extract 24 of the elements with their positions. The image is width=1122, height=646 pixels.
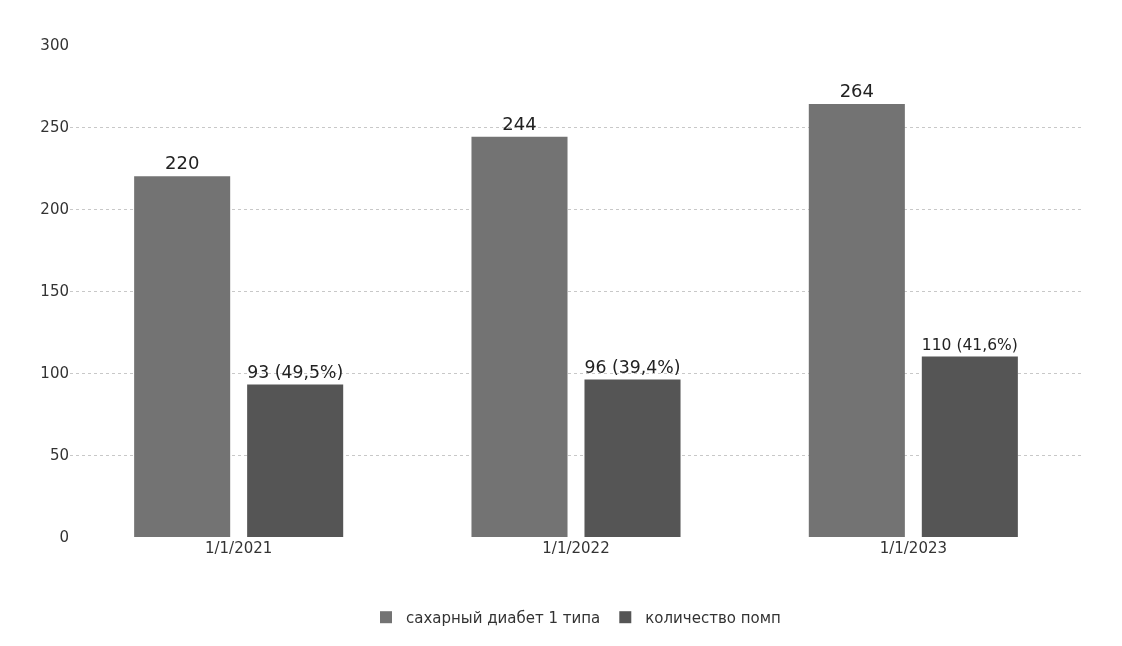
x-tick-label: 1/1/2021 [204,539,273,557]
legend-label: количество помп [645,609,781,628]
bar [471,136,568,537]
data-label: 264 [839,80,875,102]
bar [921,356,1018,537]
bar [134,176,231,537]
data-label: 220 [164,152,200,174]
y-tick-label: 0 [59,528,69,547]
bar [584,379,681,537]
data-label: 244 [502,112,537,134]
data-label: 110 (41,6%) [921,336,1018,355]
legend-label: сахарный диабет 1 типа [406,609,601,628]
y-tick-label: 200 [40,200,69,219]
bar [808,104,905,537]
data-label: 96 (39,4%) [584,356,681,377]
data-label: 93 (49,5%) [247,361,344,382]
y-tick-label: 150 [40,282,69,301]
bar [247,384,344,537]
y-tick-label: 100 [40,364,69,383]
y-tick-label: 300 [40,36,69,55]
y-tick-label: 250 [40,118,69,137]
x-tick-label: 1/1/2022 [542,539,610,557]
x-tick-label: 1/1/2023 [879,539,948,557]
y-tick-label: 50 [49,446,69,465]
